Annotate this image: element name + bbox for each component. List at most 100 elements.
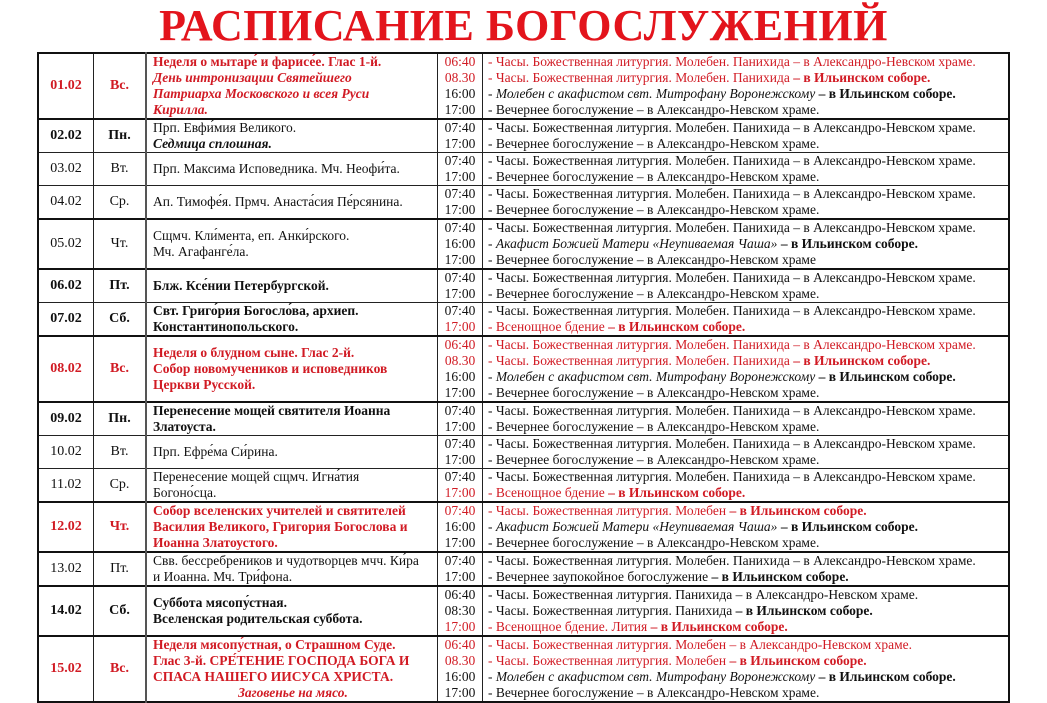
service-place: – в Александро-Невском храме.	[633, 419, 820, 434]
feast-line: Неделя мясопу́стная, о Страшном Суде.	[153, 637, 396, 652]
service-place: – в Александро-Невском храме.	[633, 136, 820, 151]
service-name: - Часы. Божественная литургия. Молебен. …	[488, 553, 790, 568]
time-cell: 07:40 16:00 17:00	[437, 218, 483, 270]
service-time: 06:40	[444, 587, 476, 602]
service-name: - Вечернее богослужение	[488, 202, 634, 217]
date-cell: 13.02	[37, 551, 94, 587]
time-cell: 06:40 08.30 16:00 17:00	[437, 335, 483, 403]
service-line: - Часы. Божественная литургия. Молебен. …	[488, 120, 1004, 136]
service-time: 07:40	[444, 403, 476, 418]
table-row: 15.02 Вс. Неделя мясопу́стная, о Страшном …	[37, 635, 1010, 703]
feast-cell: Собор вселенских учителей и святителей Ва…	[145, 501, 438, 553]
date-cell: 14.02	[37, 585, 94, 637]
weekday-cell: Пн.	[93, 118, 147, 153]
service-time: 06:40	[444, 54, 476, 69]
service-line: - Всенощное бдение – в Ильинском соборе.	[488, 319, 1004, 335]
service-time: 08.30	[444, 70, 476, 85]
table-row: 13.02 Пт. Свв. бессребреников и чудотворце…	[37, 551, 1010, 587]
service-name: - Часы. Божественная литургия. Молебен. …	[488, 70, 790, 85]
service-name: - Часы. Божественная литургия. Молебен. …	[488, 469, 790, 484]
table-row: 02.02 Пн. Прп. Евфи́мия Великого. Седмица с…	[37, 118, 1010, 153]
weekday-cell: Чт.	[93, 501, 147, 553]
schedule-table: 01.02 Вс. Неделя о мытаре́ и фарисе́е. Гла…	[37, 52, 1010, 703]
service-place: – в Александро-Невском храме.	[633, 452, 820, 467]
service-time: 07:40	[444, 186, 476, 201]
date-cell: 04.02	[37, 185, 94, 220]
date-cell: 05.02	[37, 218, 94, 270]
feast-line: Константинопольского.	[153, 319, 299, 334]
feast-line: Неделя о блудном сыне. Глас 2-й.	[153, 345, 355, 360]
feast-cell: Неделя о мытаре́ и фарисе́е. Глас 1-й. Де…	[145, 52, 438, 120]
service-place: – в Ильинском соборе.	[604, 319, 746, 334]
date-cell: 09.02	[37, 401, 94, 436]
service-place: – в Александро-Невском храме.	[633, 202, 820, 217]
service-line: - Часы. Божественная литургия. Молебен. …	[488, 469, 1004, 485]
weekday-cell: Пт.	[93, 268, 147, 303]
service-name: - Вечернее богослужение	[488, 102, 634, 117]
service-place: – в Александро-Невском храме.	[789, 270, 976, 285]
service-cell: - Часы. Божественная литургия. Молебен. …	[482, 435, 1010, 469]
service-place: – в Александро-Невском храме	[633, 252, 816, 267]
service-name: - Вечернее богослужение	[488, 535, 634, 550]
service-place: – в Александро-Невском храме.	[789, 303, 976, 318]
service-place: – в Ильинском соборе.	[789, 353, 931, 368]
feast-cell: Сщмч. Кли́мента, еп. Анки́рского. Мч. Ага…	[145, 218, 438, 270]
feast-cell: Ап. Тимофе́я. Прмч. Анаста́сия Пе́рсянин…	[145, 185, 438, 220]
service-line: - Вечернее богослужение – в Александро-Н…	[488, 169, 1004, 185]
service-time: 16:00	[444, 669, 476, 684]
service-name: - Часы. Божественная литургия. Молебен. …	[488, 120, 790, 135]
time-cell: 07:40 17:00	[437, 118, 483, 153]
service-place: – в Ильинском соборе.	[815, 369, 956, 384]
service-place: – в Ильинском соборе.	[789, 70, 931, 85]
service-line: - Вечернее богослужение – в Александро-Н…	[488, 419, 1004, 435]
service-place: – в Ильинском соборе.	[732, 603, 873, 618]
feast-line: Златоуста.	[153, 419, 216, 434]
service-time: 17:00	[444, 319, 476, 334]
service-name: - Часы. Божественная литургия. Молебен. …	[488, 54, 790, 69]
service-cell: - Часы. Божественная литургия. Молебен. …	[482, 218, 1010, 270]
feast-line: Неделя о мытаре́ и фарисе́е. Глас 1-й.	[153, 54, 382, 69]
service-time: 17:00	[444, 685, 476, 700]
service-line: - Часы. Божественная литургия. Молебен. …	[488, 553, 1004, 569]
service-name: - Акафист Божией Матери «Неупиваемая Чаш…	[488, 519, 778, 534]
service-place: – в Александро-Невском храме.	[633, 286, 820, 301]
feast-line: Свв. бессребреников и чудотворцев мчч. К…	[153, 553, 419, 568]
service-time: 07:40	[444, 436, 476, 452]
service-cell: - Часы. Божественная литургия. Молебен. …	[482, 335, 1010, 403]
service-line: - Вечернее богослужение – в Александро-Н…	[488, 286, 1004, 302]
service-time: 16:00	[444, 519, 476, 534]
service-name: - Часы. Божественная литургия. Молебен	[488, 637, 727, 652]
service-time: 16:00	[444, 369, 476, 384]
date-cell: 02.02	[37, 118, 94, 153]
service-time: 17:00	[444, 419, 476, 434]
service-time: 17:00	[444, 136, 476, 151]
service-line: - Вечернее богослужение – в Александро-Н…	[488, 452, 1004, 468]
service-line: - Часы. Божественная литургия. Молебен –…	[488, 637, 1004, 653]
service-line: - Часы. Божественная литургия. Панихида …	[488, 588, 1004, 603]
service-line: - Акафист Божией Матери «Неупиваемая Чаш…	[488, 519, 1004, 535]
service-name: - Часы. Божественная литургия. Молебен. …	[488, 337, 790, 352]
feast-line: Церкви Русской.	[153, 377, 256, 392]
service-name: - Всенощное бдение. Лития	[488, 619, 648, 634]
service-line: - Часы. Божественная литургия. Молебен. …	[488, 437, 1004, 453]
feast-cell: Неделя мясопу́стная, о Страшном Суде. Гла…	[145, 635, 438, 703]
service-cell: - Часы. Божественная литургия. Молебен. …	[482, 468, 1010, 503]
service-time: 17:00	[444, 569, 476, 584]
time-cell: 06:40 08.30 16:00 17:00	[437, 52, 483, 120]
service-time: 16:00	[444, 86, 476, 101]
date-cell: 03.02	[37, 152, 94, 186]
service-line: - Часы. Божественная литургия. Молебен. …	[488, 154, 1004, 170]
feast-line: Собор вселенских учителей и святителей	[153, 503, 406, 518]
service-place: – в Ильинском соборе.	[815, 86, 956, 101]
service-line: - Часы. Божественная литургия. Молебен. …	[488, 353, 1004, 369]
time-cell: 07:40 17:00	[437, 302, 483, 337]
time-cell: 07:40 17:00	[437, 268, 483, 303]
feast-line: Ап. Тимофе́я. Прмч. Анаста́сия Пе́рсянин…	[153, 194, 403, 209]
date-cell: 07.02	[37, 302, 94, 337]
table-row: 08.02 Вс. Неделя о блудном сыне. Глас 2-й.…	[37, 335, 1010, 403]
service-time: 07:40	[444, 303, 476, 318]
feast-cell: Свв. бессребреников и чудотворцев мчч. К…	[145, 551, 438, 587]
service-name: - Часы. Божественная литургия. Молебен. …	[488, 403, 790, 418]
table-row: 01.02 Вс. Неделя о мытаре́ и фарисе́е. Гла…	[37, 52, 1010, 120]
service-place: – в Ильинском соборе.	[726, 503, 867, 518]
